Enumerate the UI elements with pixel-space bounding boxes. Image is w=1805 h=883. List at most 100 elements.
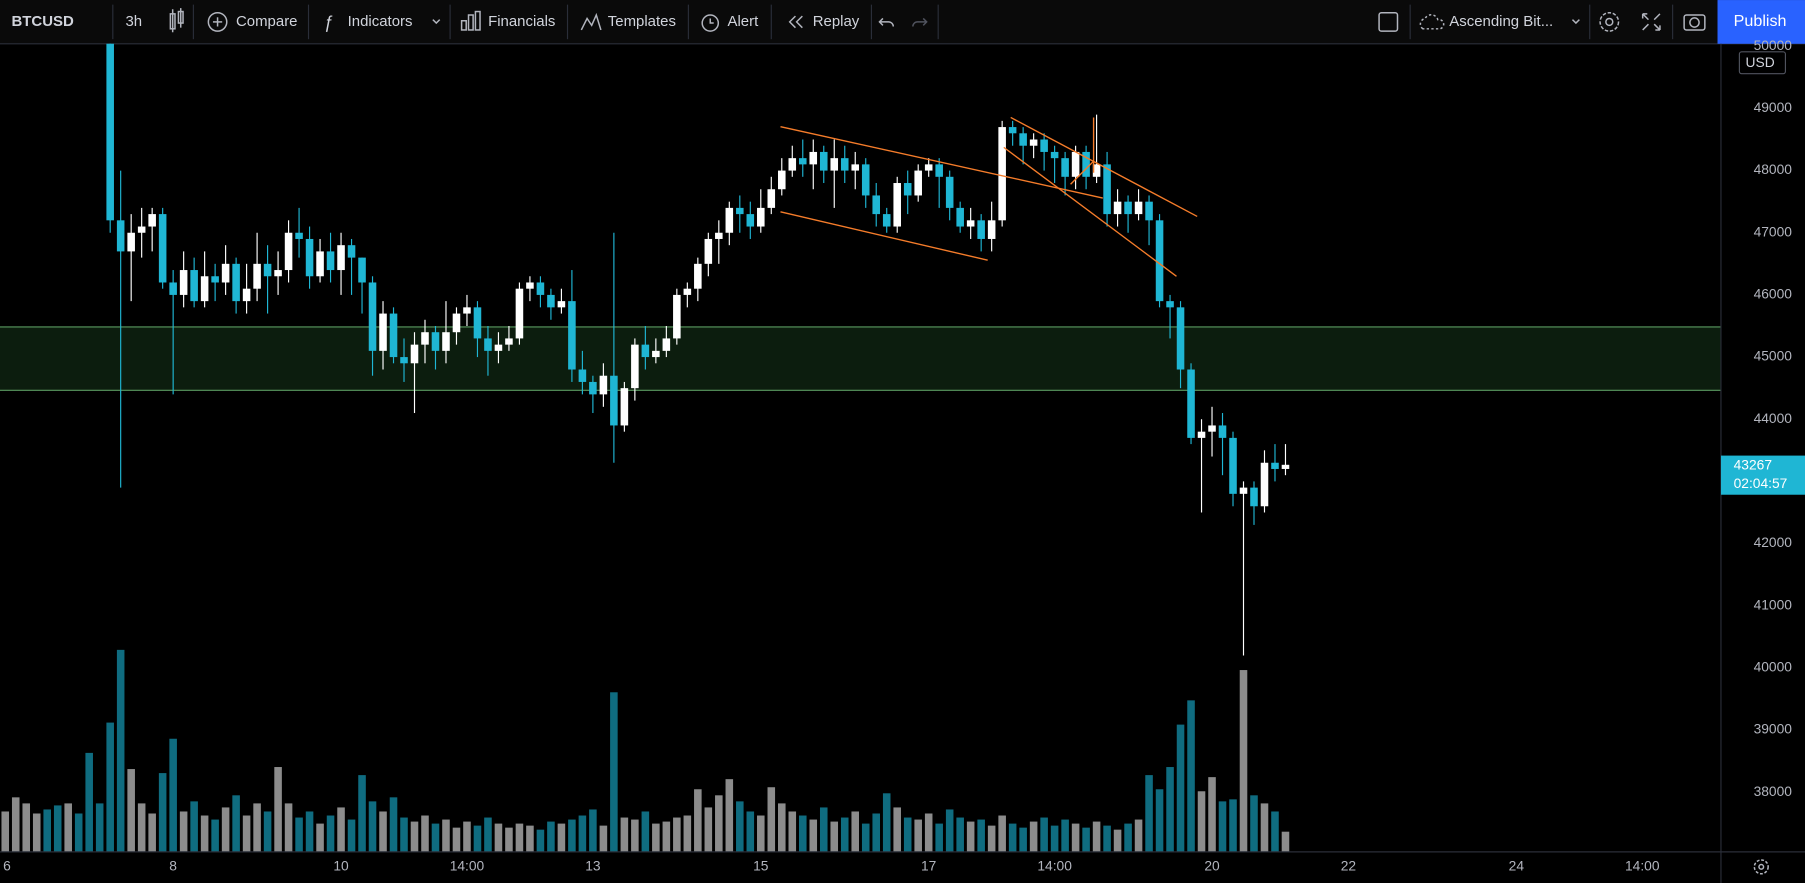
candle-body: [725, 207, 734, 233]
volume-bar: [966, 821, 975, 852]
chart-type-icon[interactable]: [169, 8, 184, 33]
candle-body: [389, 313, 398, 358]
candle-body: [998, 127, 1006, 221]
volume-bar: [253, 803, 261, 852]
candle-body: [903, 183, 912, 196]
volume-bar: [641, 811, 650, 852]
volume-bar: [1019, 827, 1027, 852]
layout-name[interactable]: Ascending Bit...: [1449, 13, 1553, 30]
axes: 3800039000400004100042000430004400045000…: [3, 37, 1792, 874]
candle-body: [987, 220, 996, 239]
toolbar: BTCUSD 3h Compare ƒ Indicators Financial…: [0, 0, 1805, 45]
candle-body: [295, 232, 303, 239]
candle-body: [242, 288, 251, 302]
undo[interactable]: [878, 17, 895, 27]
trend-line: [1010, 116, 1198, 218]
volume-bar: [410, 821, 419, 852]
currency-box[interactable]: [1738, 51, 1787, 75]
candle-body: [190, 270, 198, 302]
candle-body: [568, 301, 576, 370]
candle-body: [116, 220, 125, 252]
volume-bar: [1040, 817, 1048, 852]
templates[interactable]: Templates: [608, 13, 676, 30]
candle-body: [232, 263, 240, 302]
candle-body: [547, 294, 555, 308]
volume-bar: [242, 815, 251, 852]
candle-body: [1019, 133, 1027, 146]
y-tick-label: 46000: [1754, 286, 1793, 302]
financials-icon[interactable]: [460, 10, 481, 31]
candle-body: [442, 332, 450, 351]
alert-icon[interactable]: [701, 14, 720, 32]
volume-bar: [840, 817, 849, 852]
compare[interactable]: Compare: [236, 13, 298, 30]
candle-body: [1050, 151, 1059, 159]
volume-bar: [631, 819, 639, 852]
axis-settings-icon[interactable]: [1753, 859, 1769, 875]
alert[interactable]: Alert: [728, 13, 760, 30]
volume-bar: [1113, 829, 1122, 852]
volume-bar: [358, 775, 366, 852]
volume-bar: [284, 803, 293, 852]
chevron[interactable]: [432, 19, 441, 25]
volume-bar: [1029, 821, 1038, 852]
candle-body: [137, 226, 146, 233]
candle-body: [148, 214, 156, 227]
replay[interactable]: Replay: [813, 13, 860, 30]
templates-icon[interactable]: [580, 12, 602, 31]
volume-bar: [95, 803, 104, 852]
y-tick-label: 50000: [1754, 37, 1793, 53]
volume-bar: [673, 817, 681, 852]
candle-body: [1197, 431, 1206, 438]
volume-bar: [1187, 700, 1195, 852]
x-tick-label: 14:00: [450, 857, 485, 873]
volume-bar: [1134, 819, 1143, 852]
indicators-icon[interactable]: ƒ: [323, 12, 333, 32]
candle-body: [882, 214, 891, 227]
volume-bar: [368, 801, 377, 852]
volume-bar: [211, 819, 219, 852]
currency[interactable]: USD: [1746, 54, 1775, 70]
candle-body: [337, 245, 345, 271]
candle-body: [924, 164, 933, 171]
financials[interactable]: Financials: [488, 13, 555, 30]
volume-bar: [736, 801, 744, 852]
volume-bar: [1124, 823, 1132, 852]
symbol[interactable]: BTCUSD: [12, 13, 75, 30]
redo[interactable]: [912, 17, 928, 27]
volume-bar: [274, 767, 282, 852]
volume-bar: [169, 738, 177, 852]
snapshot-icon[interactable]: [1683, 14, 1706, 31]
candle-body: [368, 282, 377, 351]
candle-body: [106, 43, 114, 221]
publish[interactable]: Publish: [1734, 12, 1787, 30]
candle-body: [253, 263, 261, 289]
x-tick-label: 17: [921, 857, 936, 873]
publish-button[interactable]: [1717, 0, 1805, 44]
candle-body: [1260, 462, 1269, 507]
candle-body: [169, 282, 177, 295]
x-tick-label: 8: [169, 857, 177, 873]
compare-icon[interactable]: [207, 11, 228, 32]
cloud-icon[interactable]: [1419, 14, 1445, 30]
indicators[interactable]: Indicators: [348, 13, 413, 30]
interval[interactable]: 3h: [125, 13, 142, 30]
volume-bar: [578, 815, 587, 852]
volume-bar: [977, 819, 985, 852]
x-tick-label: 14:00: [1625, 857, 1660, 873]
fullscreen-icon[interactable]: [1641, 13, 1661, 31]
candle-body: [757, 207, 765, 227]
volume-bar: [1229, 799, 1237, 852]
volume-bar: [11, 797, 20, 852]
candle-body: [1271, 462, 1279, 469]
settings-icon[interactable]: [1599, 11, 1620, 32]
candle-body: [179, 270, 188, 295]
volume-bar: [809, 819, 818, 852]
volume-bar: [221, 807, 230, 852]
candle-body: [1281, 464, 1290, 469]
candle-body: [662, 338, 671, 351]
layout-icon[interactable]: [1378, 11, 1399, 32]
chevron[interactable]: [1571, 19, 1580, 25]
y-tick-label: 39000: [1754, 721, 1793, 737]
replay-icon[interactable]: [788, 15, 803, 29]
